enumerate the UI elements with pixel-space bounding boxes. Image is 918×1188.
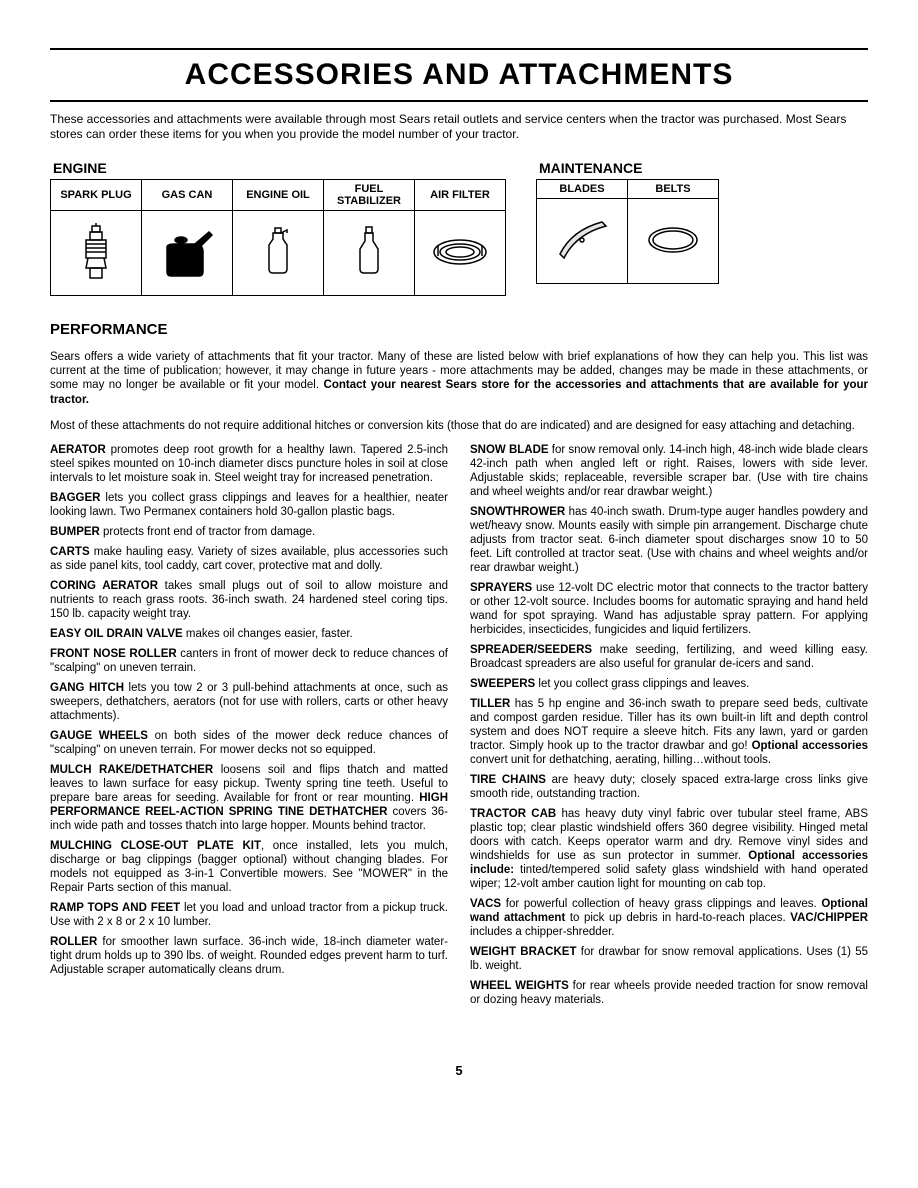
intro-text: These accessories and attachments were a… [50,112,868,142]
performance-intro-1: Sears offers a wide variety of attachmen… [50,350,868,408]
attachment-item: ROLLER for smoother lawn surface. 36-inc… [50,935,448,977]
spark-plug-icon [51,211,142,296]
engine-oil-icon [233,211,324,296]
engine-table: SPARK PLUG GAS CAN ENGINE OIL FUEL STABI… [50,179,506,296]
top-rule [50,48,868,50]
attachment-item: WHEEL WEIGHTS for rear wheels provide ne… [470,979,868,1007]
engine-label: ENGINE [50,160,506,176]
page-title: ACCESSORIES AND ATTACHMENTS [50,58,868,92]
attachment-item: WEIGHT BRACKET for drawbar for snow remo… [470,945,868,973]
maintenance-table: BLADES BELTS [536,179,719,284]
attachment-item: VACS for powerful collection of heavy gr… [470,897,868,939]
attachment-item: EASY OIL DRAIN VALVE makes oil changes e… [50,627,448,641]
parts-tables: ENGINE SPARK PLUG GAS CAN ENGINE OIL FUE… [50,160,868,296]
attachment-item: TILLER has 5 hp engine and 36-inch swath… [470,697,868,767]
attachment-item: CARTS make hauling easy. Variety of size… [50,545,448,573]
right-column: SNOW BLADE for snow removal only. 14-inc… [470,443,868,1014]
attachment-item: CORING AERATOR takes small plugs out of … [50,579,448,621]
blades-icon [537,199,628,284]
attachment-item: AERATOR promotes deep root growth for a … [50,443,448,485]
attachment-item: BUMPER protects front end of tractor fro… [50,525,448,539]
attachment-item: TRACTOR CAB has heavy duty vinyl fabric … [470,807,868,891]
attachment-item: SNOWTHROWER has 40-inch swath. Drum-type… [470,505,868,575]
attachment-item: BAGGER lets you collect grass clippings … [50,491,448,519]
attachment-item: FRONT NOSE ROLLER canters in front of mo… [50,647,448,675]
air-filter-icon [415,211,506,296]
attachment-item: RAMP TOPS AND FEET let you load and unlo… [50,901,448,929]
header-gas-can: GAS CAN [142,180,233,211]
title-rule [50,100,868,102]
attachment-item: GAUGE WHEELS on both sides of the mower … [50,729,448,757]
maintenance-label: MAINTENANCE [536,160,719,176]
header-fuel-stabilizer: FUEL STABILIZER [324,180,415,211]
gas-can-icon [142,211,233,296]
attachment-item: MULCHING CLOSE-OUT PLATE KIT, once insta… [50,839,448,895]
header-engine-oil: ENGINE OIL [233,180,324,211]
attachment-item: SPRAYERS use 12-volt DC electric motor t… [470,581,868,637]
attachment-item: SPREADER/SEEDERS make seeding, fertilizi… [470,643,868,671]
performance-intro-2: Most of these attachments do not require… [50,419,868,433]
belts-icon [628,199,719,284]
fuel-stabilizer-icon [324,211,415,296]
engine-table-group: ENGINE SPARK PLUG GAS CAN ENGINE OIL FUE… [50,160,506,296]
header-air-filter: AIR FILTER [415,180,506,211]
header-belts: BELTS [628,180,719,199]
performance-heading: PERFORMANCE [50,321,868,338]
left-column: AERATOR promotes deep root growth for a … [50,443,448,1014]
attachment-item: MULCH RAKE/DETHATCHER loosens soil and f… [50,763,448,833]
attachment-item: SNOW BLADE for snow removal only. 14-inc… [470,443,868,499]
attachment-item: TIRE CHAINS are heavy duty; closely spac… [470,773,868,801]
maintenance-table-group: MAINTENANCE BLADES BELTS [536,160,719,296]
columns: AERATOR promotes deep root growth for a … [50,443,868,1014]
header-blades: BLADES [537,180,628,199]
page-number: 5 [50,1063,868,1078]
attachment-item: GANG HITCH lets you tow 2 or 3 pull-behi… [50,681,448,723]
attachment-item: SWEEPERS let you collect grass clippings… [470,677,868,691]
header-spark-plug: SPARK PLUG [51,180,142,211]
